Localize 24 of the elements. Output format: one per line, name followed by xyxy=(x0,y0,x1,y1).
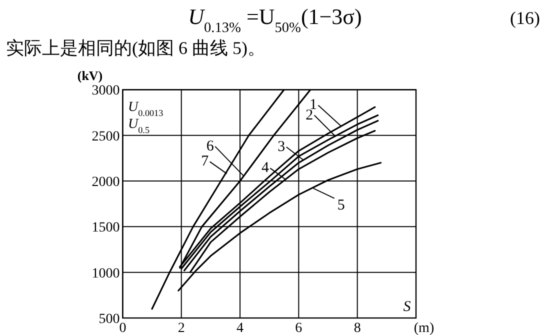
annotation: U$_{0.0013}$ xyxy=(128,100,164,118)
y-tick-label: 1000 xyxy=(92,266,120,282)
annotation: 5 xyxy=(337,197,345,214)
x-tick-label: 6 xyxy=(295,321,302,335)
y-tick-label: 2500 xyxy=(92,129,120,144)
x-tick-label: 2 xyxy=(178,321,185,335)
y-tick-label: 1500 xyxy=(92,220,120,236)
text: U$_{0.13%}$ =U$_{50%}$(1−3σ) xyxy=(188,4,362,36)
y-axis-title: (kV) xyxy=(77,68,103,83)
x-axis-title: (m) xyxy=(414,321,434,335)
y-tick-label: 3000 xyxy=(92,84,120,99)
annotation: S xyxy=(403,299,412,315)
text: (16) xyxy=(510,8,540,28)
annotation: 4 xyxy=(261,160,270,176)
annotation: 6 xyxy=(206,138,214,154)
annotation: 7 xyxy=(201,154,210,170)
annotation: 3 xyxy=(278,139,286,156)
y-tick-label: 2000 xyxy=(92,175,120,190)
annotation: U$_{0.5}$ xyxy=(128,117,150,135)
y-tick-label: 500 xyxy=(98,312,120,327)
x-tick-label: 4 xyxy=(236,321,244,335)
x-tick-label: 8 xyxy=(354,321,361,335)
text: 实际上是相同的(如图 6 曲线 5)。 xyxy=(6,38,266,58)
x-tick-label: 0 xyxy=(119,321,126,335)
